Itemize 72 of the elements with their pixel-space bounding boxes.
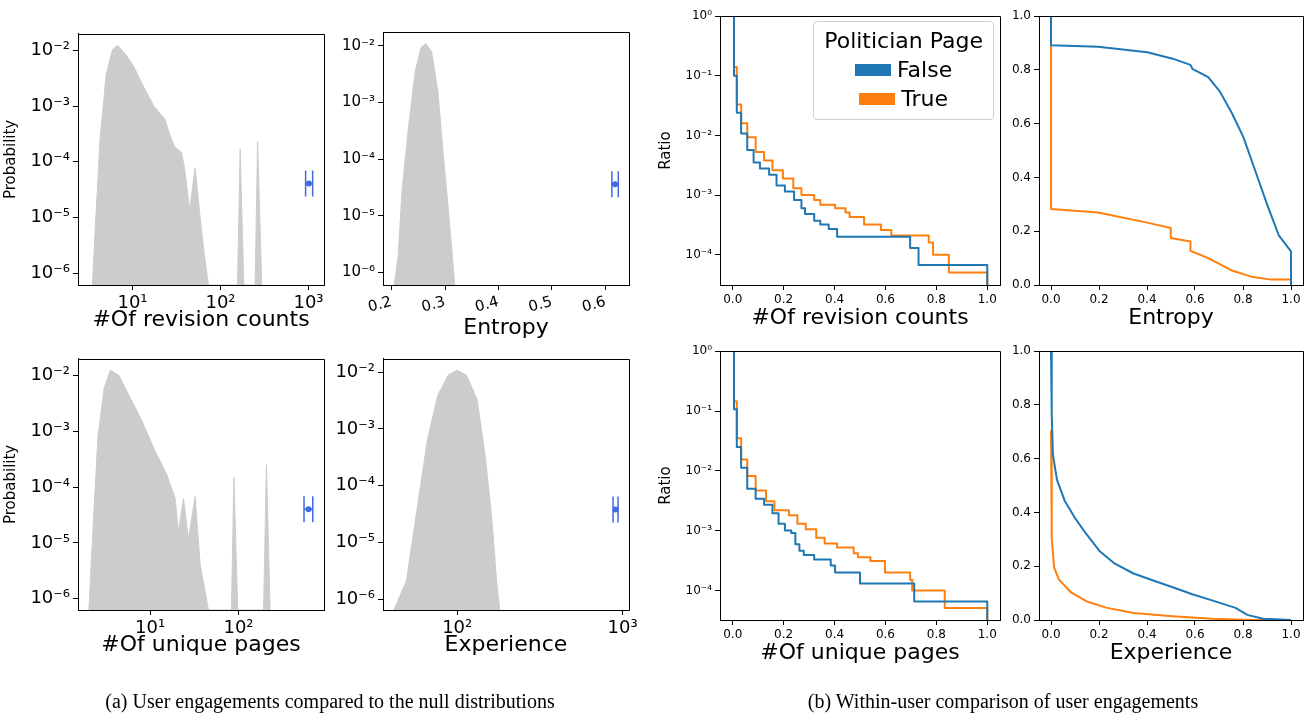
y-tick-label: 10⁻³ [30,418,70,440]
x-tick-label: 10² [205,291,236,313]
y-tick-label: 10⁻⁴ [685,582,713,597]
y-tick-label: 10⁻⁵ [30,530,70,552]
x-tick-label: 0.2 [1089,292,1109,307]
y-tick-label: 10⁻⁶ [30,586,70,608]
y-tick-label: 10⁻⁵ [30,205,70,227]
y-axis-title: Ratio [655,131,674,170]
y-tick-label: 10⁻³ [685,522,713,537]
y-axis-title: Ratio [655,466,674,505]
y-axis-title: Probability [0,119,19,200]
y-tick-label: 10⁻⁶ [30,261,70,283]
y-tick-label: 10⁻² [30,362,70,384]
x-axis-title: Entropy [463,313,549,339]
x-tick-label: 0.0 [1041,627,1061,642]
x-tick-label: 10³ [293,291,324,313]
y-tick-label: 10⁻⁶ [341,262,375,281]
text: (a) User engagements compared to the null distributions [105,690,555,713]
legend-label: True [901,85,948,113]
x-tick-label: 0.8 [1233,292,1253,307]
y-tick-label: 10⁻² [685,462,713,477]
y-tick-label: 10⁻² [30,37,70,59]
y-tick-label: 0.6 [1011,450,1031,465]
y-tick-label: 10⁻⁴ [341,148,375,167]
legend-label: False [896,56,953,84]
y-tick-label: 0.8 [1011,397,1031,412]
y-tick-label: 10⁻³ [685,187,713,202]
y-axis-title: Probability [0,444,19,525]
y-tick-label: 1.0 [1011,343,1031,358]
y-tick-label: 0.6 [1011,115,1031,130]
text: (b) Within-user comparison of user engagements [807,690,1199,713]
y-tick-label: 10⁻² [341,35,375,54]
y-tick-label: 10⁰ [691,343,713,358]
x-tick-label: 1.0 [1281,627,1301,642]
y-tick-label: 10⁻² [335,359,375,381]
y-tick-label: 10⁻¹ [685,403,713,418]
y-tick-label: 10⁻⁴ [30,149,70,171]
x-tick-label: 0.6 [579,291,608,316]
y-tick-label: 1.0 [1011,8,1031,23]
x-tick-label: 0.0 [723,292,743,307]
y-tick-label: 0.2 [1011,223,1031,238]
y-tick-label: 10⁻⁵ [335,530,375,552]
x-tick-label: 1.0 [1281,292,1301,307]
y-tick-label: 10⁻⁴ [30,474,70,496]
x-tick-label: 1.0 [977,292,997,307]
x-tick-label: 0.3 [419,291,448,316]
y-tick-label: 0.8 [1011,62,1031,77]
x-tick-label: 0.0 [723,627,743,642]
x-tick-label: 0.0 [1041,292,1061,307]
y-tick-label: 10⁻³ [335,416,375,438]
y-tick-label: 10⁻⁴ [335,473,375,495]
y-tick-label: 10⁻⁵ [341,205,375,224]
x-tick-label: 0.8 [1233,627,1253,642]
y-tick-label: 0.4 [1011,504,1031,519]
legend-title: Politician Page [824,27,983,55]
x-tick-label: 0.5 [526,291,555,316]
y-tick-label: 10⁻² [685,127,713,142]
x-tick-label: 0.4 [472,291,501,316]
y-tick-label: 0.0 [1011,277,1031,292]
y-tick-label: 0.2 [1011,558,1031,573]
y-tick-label: 10⁻⁴ [685,246,713,261]
x-tick-label: 10² [223,616,254,638]
y-tick-label: 10⁰ [691,8,713,23]
x-tick-label: 1.0 [977,627,997,642]
y-tick-label: 10⁻³ [30,93,70,115]
y-tick-label: 10⁻³ [341,92,375,111]
x-tick-label: 0.2 [365,291,394,316]
y-tick-label: 10⁻⁶ [335,586,375,608]
x-tick-label: 10³ [607,616,638,638]
y-tick-label: 0.4 [1011,169,1031,184]
x-tick-label: 0.2 [1089,627,1109,642]
y-tick-label: 10⁻¹ [685,67,713,82]
